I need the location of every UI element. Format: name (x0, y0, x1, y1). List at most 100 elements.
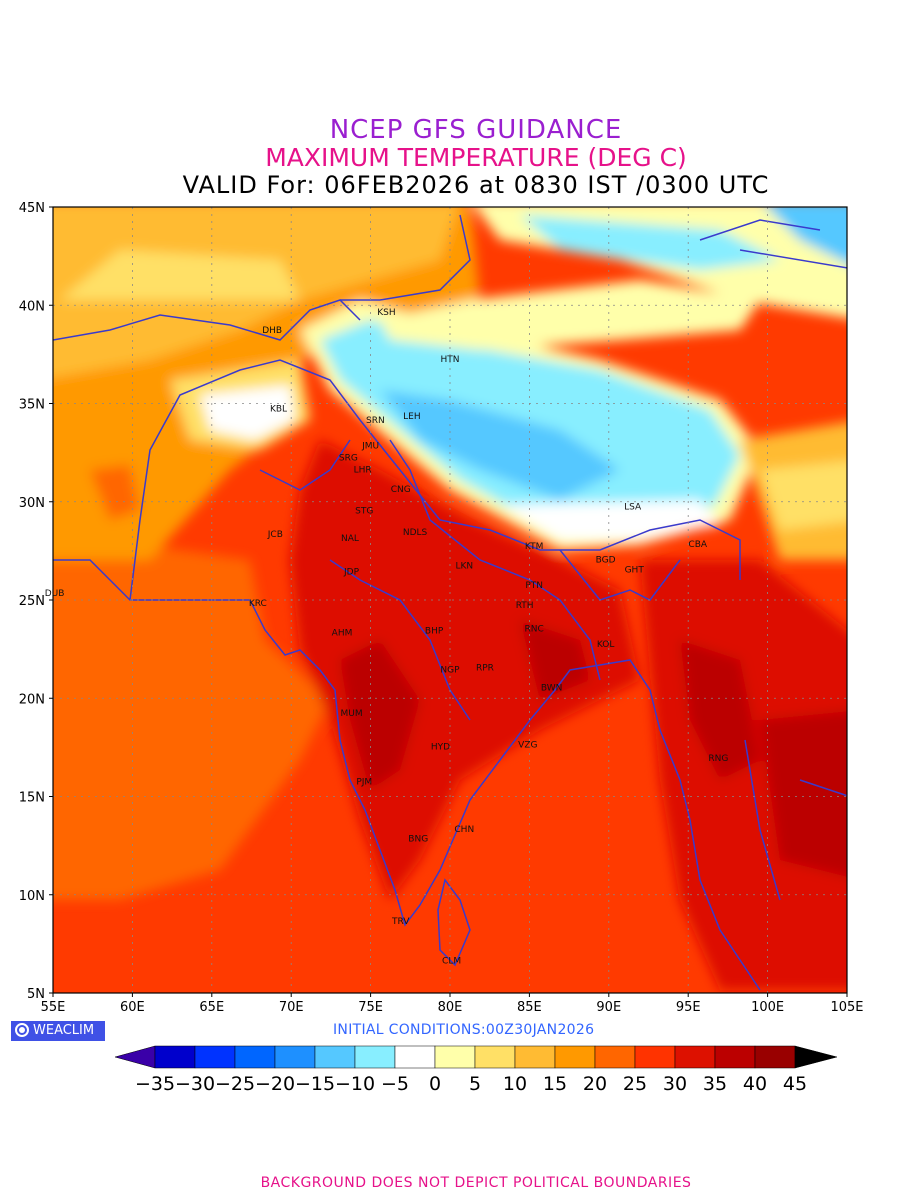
city-label-pjm: PJM (356, 778, 372, 788)
city-label-krc: KRC (249, 599, 267, 609)
colorbar-label: 20 (583, 1073, 607, 1095)
city-label-cng: CNG (391, 485, 411, 495)
colorbar-label: 30 (663, 1073, 687, 1095)
colorbar-segment (714, 1045, 756, 1069)
city-label-ngp: NGP (440, 666, 460, 676)
colorbar-segment (754, 1045, 796, 1069)
colorbar-label: 40 (743, 1073, 767, 1095)
colorbar-label: 45 (783, 1073, 807, 1095)
colorbar-segment (274, 1045, 316, 1069)
city-label-vzg: VZG (518, 740, 537, 750)
colorbar-segment (434, 1045, 476, 1069)
city-label-rpr: RPR (476, 664, 494, 674)
city-label-jmu: JMU (361, 442, 379, 452)
colorbar-segment (394, 1045, 436, 1069)
city-label-nal: NAL (341, 534, 359, 544)
city-label-stg: STG (355, 507, 373, 517)
city-label-hyd: HYD (431, 742, 450, 752)
brand-label: WEACLIM (33, 1023, 95, 1038)
city-label-rth: RTH (516, 601, 534, 611)
lon-label: 60E (120, 1000, 145, 1015)
footer-note: BACKGROUND DOES NOT DEPICT POLITICAL BOU… (260, 1175, 692, 1191)
city-label-htn: HTN (441, 355, 460, 365)
city-label-mum: MUM (340, 709, 362, 719)
colorbar-label: −5 (381, 1073, 409, 1095)
city-label-kbl: KBL (270, 404, 287, 414)
city-label-bgd: BGD (596, 556, 616, 566)
lat-label: 10N (19, 889, 45, 904)
colorbar-segment (234, 1045, 276, 1069)
city-label-srn: SRN (366, 416, 385, 426)
colorbar-segment (554, 1045, 596, 1069)
city-label-cba: CBA (688, 540, 707, 550)
colorbar-label: −30 (175, 1073, 215, 1095)
city-label-bhp: BHP (425, 626, 444, 636)
colorbar-segment (314, 1045, 356, 1069)
colorbar-over-triangle (794, 1045, 838, 1069)
city-label-jdp: JDP (343, 567, 360, 577)
colorbar-label: −20 (255, 1073, 295, 1095)
city-label-ndls: NDLS (403, 528, 428, 538)
colorbar (114, 1045, 838, 1069)
latitude-labels: 45N 40N 35N 30N 25N 20N 15N 10N 5N (19, 201, 53, 1002)
colorbar-segment (354, 1045, 396, 1069)
lon-label: 105E (830, 1000, 863, 1015)
lon-label: 70E (279, 1000, 304, 1015)
city-label-lkn: LKN (455, 562, 473, 572)
coastlines (53, 214, 847, 991)
lon-label: 100E (751, 1000, 784, 1015)
colorbar-segment (514, 1045, 556, 1069)
initial-conditions: INITIAL CONDITIONS:00Z30JAN2026 (333, 1022, 595, 1038)
city-label-trv: TRV (391, 917, 410, 927)
city-label-ght: GHT (625, 565, 645, 575)
colorbar-segment (194, 1045, 236, 1069)
valid-time-title: VALID For: 06FEB2026 at 0830 IST /0300 U… (182, 171, 770, 199)
colorbar-segment (674, 1045, 716, 1069)
colorbar-label: −35 (135, 1073, 175, 1095)
lat-label: 20N (19, 692, 45, 707)
colorbar-label: −15 (295, 1073, 335, 1095)
colorbar-segment (594, 1045, 636, 1069)
lat-label: 15N (19, 791, 45, 806)
city-label-bwn: BWN (541, 683, 563, 693)
city-label-ktm: KTM (525, 542, 543, 552)
colorbar-under-triangle (114, 1045, 156, 1069)
lon-label: 55E (41, 1000, 66, 1015)
city-label-clm: CLM (442, 957, 461, 967)
city-label-ptn: PTN (525, 581, 543, 591)
lat-label: 45N (19, 201, 45, 216)
lon-label: 75E (358, 1000, 383, 1015)
longitude-labels: 55E 60E 65E 70E 75E 80E 85E 90E 95E 100E 105E (41, 993, 864, 1015)
lon-label: 80E (438, 1000, 463, 1015)
globe-icon (15, 1023, 29, 1037)
lat-label: 25N (19, 594, 45, 609)
colorbar-label: 15 (543, 1073, 567, 1095)
city-label-kol: KOL (597, 640, 615, 650)
lon-label: 65E (199, 1000, 224, 1015)
colorbar-label: 25 (623, 1073, 647, 1095)
colorbar-label: 10 (503, 1073, 527, 1095)
city-label-jcb: JCB (267, 530, 283, 540)
city-label-dub: DUB (45, 589, 65, 599)
lat-label: 35N (19, 398, 45, 413)
colorbar-segment (634, 1045, 676, 1069)
grid-lines (53, 207, 847, 993)
city-label-ksh: KSH (377, 308, 395, 318)
lat-label: 40N (19, 299, 45, 314)
colorbar-segment (474, 1045, 516, 1069)
city-label-leh: LEH (403, 412, 420, 422)
weaclim-logo: WEACLIM (11, 1021, 105, 1041)
model-title: NCEP GFS GUIDANCE (329, 115, 623, 145)
lon-label: 85E (517, 1000, 542, 1015)
city-label-bng: BNG (408, 835, 428, 845)
lon-label: 95E (676, 1000, 701, 1015)
colorbar-label: −25 (215, 1073, 255, 1095)
parameter-title: MAXIMUM TEMPERATURE (DEG C) (265, 143, 687, 172)
colorbar-label: 5 (469, 1073, 481, 1095)
colorbar-label: 0 (429, 1073, 441, 1095)
city-label-rnc: RNC (525, 624, 544, 634)
city-label-ahm: AHM (332, 628, 353, 638)
lat-label: 30N (19, 496, 45, 511)
lon-label: 90E (596, 1000, 621, 1015)
